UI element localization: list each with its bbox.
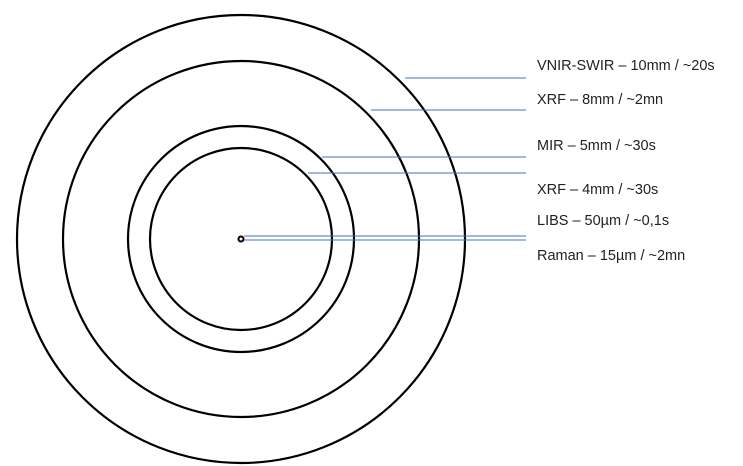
label-raman: Raman – 15µm / ~2mn — [537, 248, 685, 264]
center-spot-libs-raman — [237, 235, 245, 243]
label-libs: LIBS – 50µm / ~0,1s — [537, 213, 669, 229]
label-vnir-swir: VNIR-SWIR – 10mm / ~20s — [537, 58, 715, 74]
label-xrf-8mm: XRF – 8mm / ~2mn — [537, 92, 663, 108]
ring-xrf-8mm — [61, 59, 421, 419]
ring-xrf-4mm — [148, 146, 334, 332]
label-mir: MIR – 5mm / ~30s — [537, 138, 656, 154]
label-xrf-4mm: XRF – 4mm / ~30s — [537, 182, 658, 198]
ring-vnir-swir — [15, 13, 467, 465]
ring-mir — [126, 124, 356, 354]
